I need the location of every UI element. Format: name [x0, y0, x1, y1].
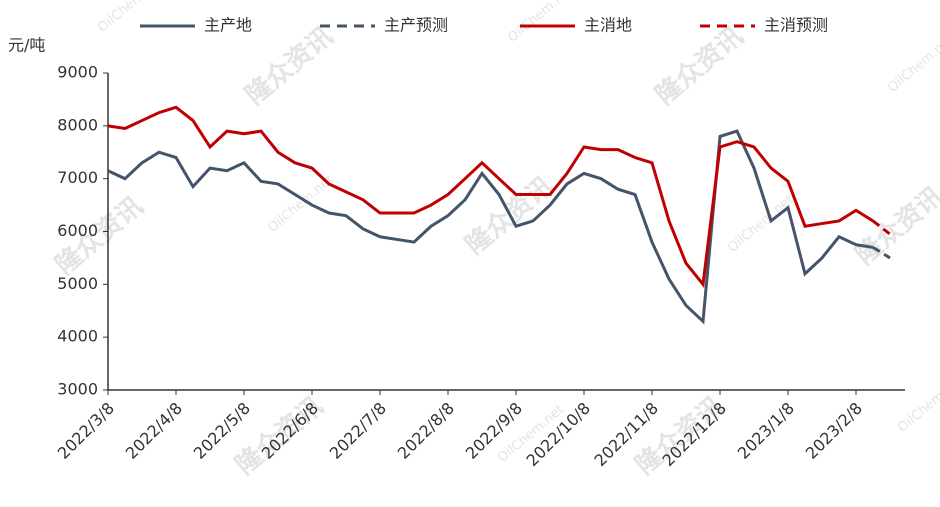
y-tick-label: 6000	[57, 221, 98, 240]
series-line	[872, 219, 891, 236]
y-tick-label: 8000	[57, 115, 98, 134]
watermark: OilChem.net	[895, 372, 940, 435]
watermark: OilChem.net	[505, 0, 577, 46]
legend-label: 主消预测	[764, 16, 828, 35]
y-tick-label: 3000	[57, 380, 98, 399]
series-line	[872, 246, 891, 260]
x-tick-label: 2023/1/8	[734, 399, 798, 463]
y-tick-label: 4000	[57, 327, 98, 346]
series-line	[107, 129, 874, 325]
legend-label: 主消地	[584, 16, 632, 35]
watermark: 隆众资讯	[240, 21, 339, 111]
y-tick-label: 5000	[57, 274, 98, 293]
watermark: 隆众资讯	[650, 21, 749, 111]
watermark: 隆众资讯	[850, 181, 940, 271]
x-tick-label: 2023/2/8	[802, 399, 866, 463]
y-tick-label: 7000	[57, 168, 98, 187]
x-tick-label: 2022/3/8	[54, 399, 118, 463]
legend-label: 主产地	[204, 16, 252, 35]
x-tick-label: 2022/7/8	[326, 399, 390, 463]
legend-label: 主产预测	[384, 16, 448, 35]
y-axis-label: 元/吨	[8, 36, 45, 55]
watermark: OilChem.net	[885, 32, 940, 95]
x-tick-label: 2022/8/8	[394, 399, 458, 463]
series-line	[107, 105, 874, 289]
y-tick-label: 9000	[57, 63, 98, 82]
watermark: OilChem.net	[725, 192, 797, 255]
x-tick-label: 2022/4/8	[122, 399, 186, 463]
watermark: OilChem.net	[95, 0, 167, 36]
